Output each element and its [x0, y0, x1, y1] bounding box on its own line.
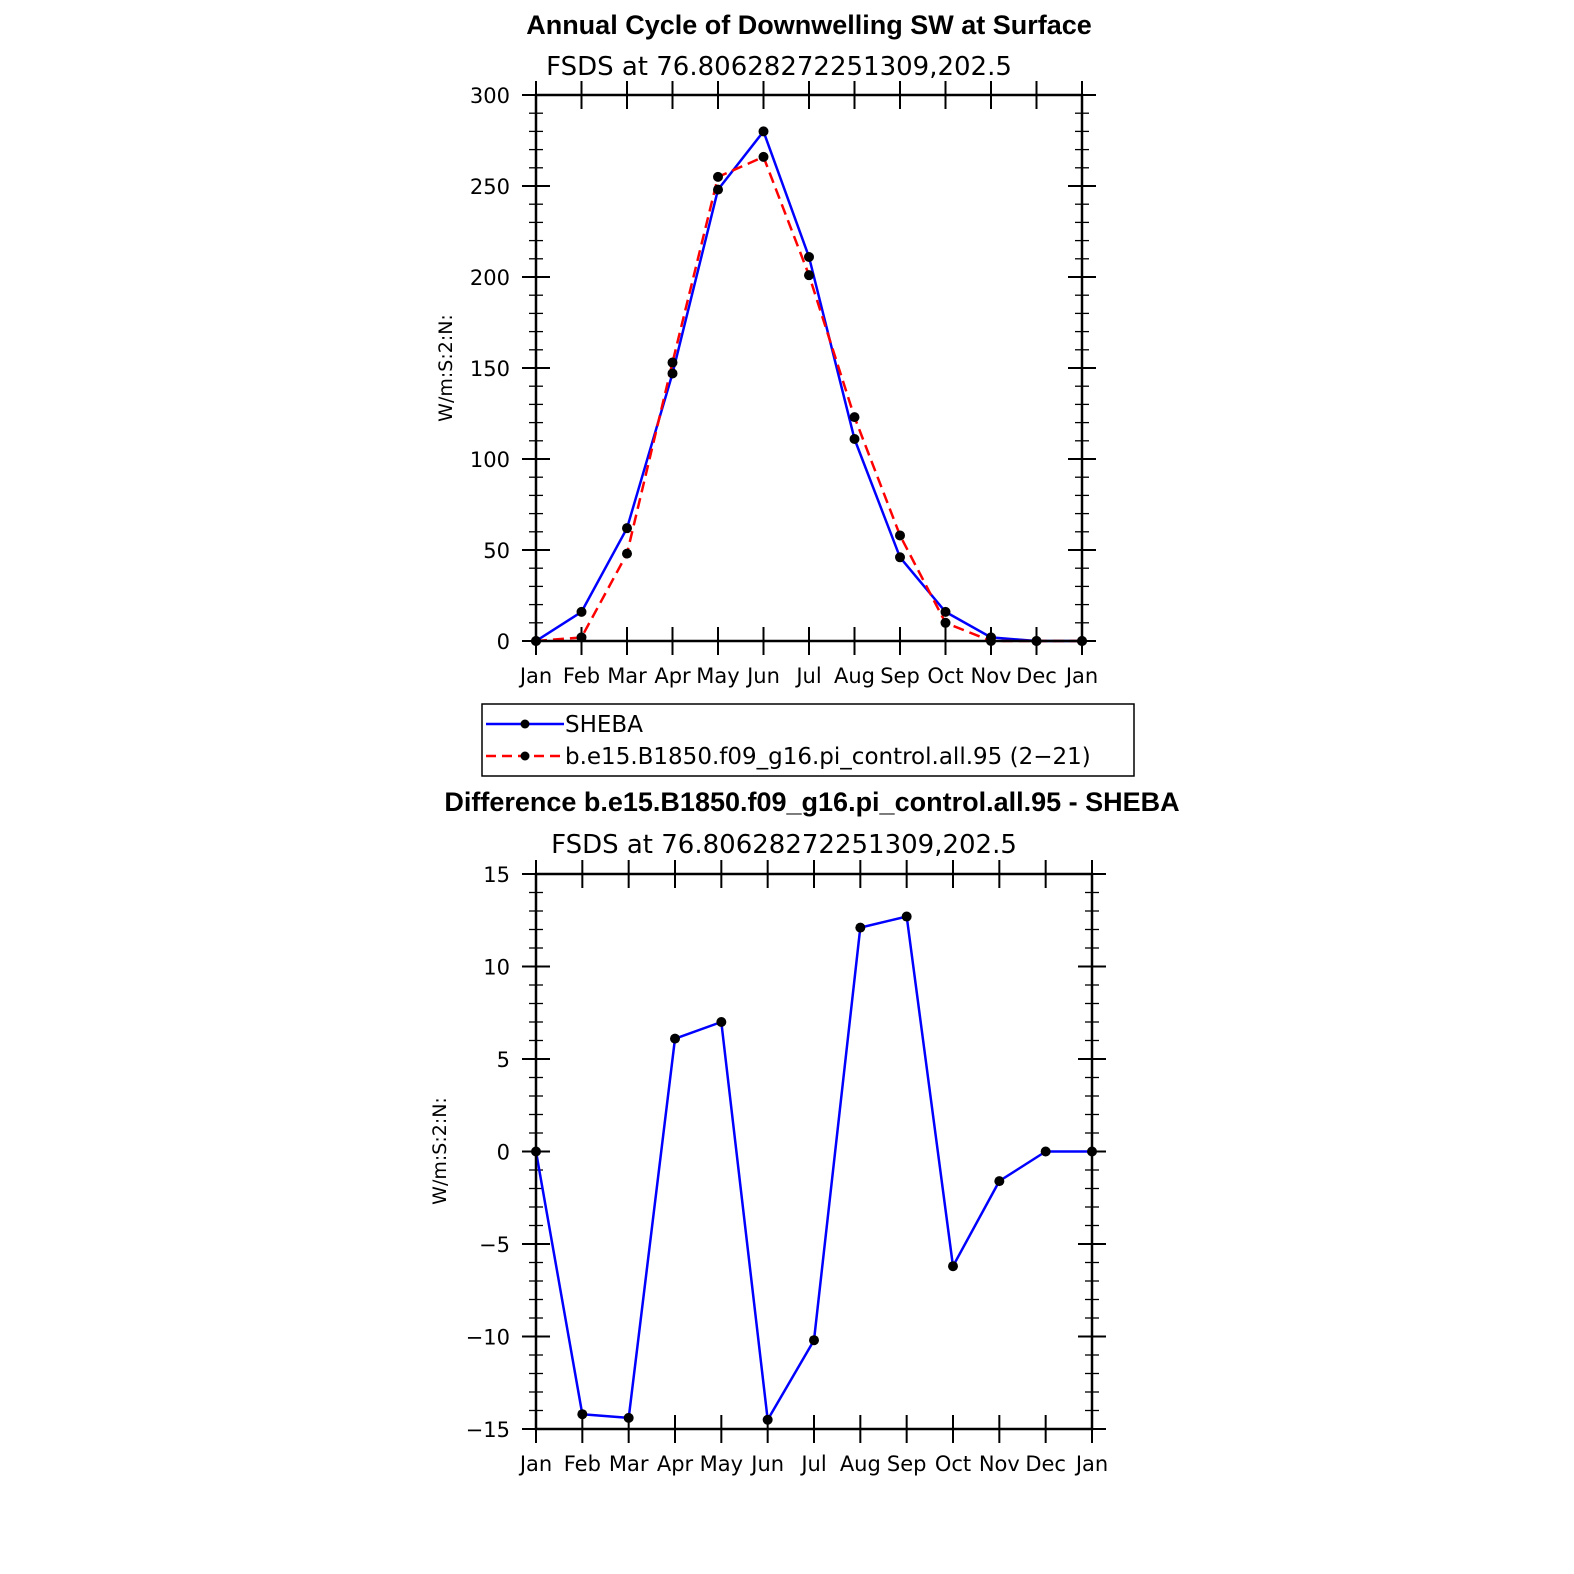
data-point [622, 548, 632, 559]
x-tick-label: Oct [935, 1452, 971, 1476]
data-point [667, 368, 678, 379]
difference-chart: Difference b.e15.B1850.f09_g16.pi_contro… [429, 787, 1180, 1476]
x-tick-label: Jul [799, 1452, 826, 1476]
data-point [623, 1412, 634, 1423]
x-tick-label: Dec [1025, 1452, 1066, 1476]
y-tick-label: −10 [466, 1326, 510, 1350]
data-point [809, 1335, 819, 1346]
data-point [576, 606, 587, 617]
chart-subtitle: FSDS at 76.80628272251309,202.5 [546, 52, 1012, 82]
x-tick-label: Nov [971, 664, 1012, 688]
data-point [855, 922, 866, 933]
data-point [895, 530, 905, 541]
data-point [622, 523, 632, 534]
y-axis-label: W/m:S:2:N: [435, 314, 457, 422]
data-point [804, 270, 814, 281]
x-tick-label: Apr [657, 1452, 694, 1476]
y-tick-label: 250 [470, 175, 510, 199]
chart-title: Difference b.e15.B1850.f09_g16.pi_contro… [444, 787, 1179, 817]
data-point [670, 1033, 680, 1044]
data-point [940, 606, 951, 617]
legend-box [481, 703, 1135, 777]
x-tick-label: Sep [887, 1452, 927, 1476]
y-tick-label: 15 [483, 863, 510, 887]
series-group [531, 126, 1087, 646]
x-tick-label: Nov [979, 1452, 1020, 1476]
legend: SHEBA b.e15.B1850.f09_g16.pi_control.all… [481, 703, 1135, 777]
data-point [849, 433, 860, 444]
series-group [531, 911, 1097, 1425]
axis-ticks: −15 −10 −5 0 5 10 15 Jan Feb Mar Apr May Jun Jul Aug Se… [466, 860, 1108, 1476]
series-line-0 [535, 130, 1082, 643]
y-axis-label: W/m:S:2:N: [429, 1097, 451, 1205]
x-tick-label: Jan [1064, 664, 1098, 688]
axis-ticks: 0 50 100 150 200 250 300 Jan Feb Mar Apr May Jun Jul A… [470, 81, 1098, 688]
legend-marker-model [520, 751, 530, 761]
chart-subtitle: FSDS at 76.80628272251309,202.5 [551, 830, 1017, 860]
x-tick-label: Dec [1016, 664, 1057, 688]
x-tick-label: Mar [609, 1452, 649, 1476]
y-tick-label: 300 [470, 84, 510, 108]
x-tick-label: Jan [1074, 1452, 1108, 1476]
series-line-1 [535, 155, 1082, 643]
y-tick-label: 50 [483, 539, 510, 563]
data-point [994, 1176, 1005, 1187]
y-tick-label: −5 [479, 1233, 510, 1257]
x-tick-label: Feb [563, 664, 600, 688]
plot-frame [534, 872, 1094, 1431]
x-tick-label: Oct [927, 664, 963, 688]
y-tick-label: 0 [497, 1141, 510, 1165]
data-point [713, 171, 723, 182]
data-point [849, 412, 860, 423]
x-tick-label: Mar [607, 664, 647, 688]
x-tick-label: Feb [564, 1452, 601, 1476]
y-tick-label: 200 [470, 266, 510, 290]
x-tick-label: Jan [518, 664, 552, 688]
x-tick-label: May [700, 1452, 743, 1476]
data-point [716, 1017, 727, 1027]
x-tick-label: Apr [654, 664, 691, 688]
data-point [895, 552, 905, 563]
y-tick-label: 100 [470, 448, 510, 472]
x-tick-label: Sep [880, 664, 920, 688]
data-point [948, 1261, 958, 1272]
x-tick-label: Jun [749, 1452, 784, 1476]
annual-cycle-chart: Annual Cycle of Downwelling SW at Surfac… [435, 10, 1098, 688]
legend-label-sheba: SHEBA [565, 712, 643, 738]
data-point [758, 151, 769, 162]
data-point [1040, 1146, 1051, 1157]
data-point [901, 911, 912, 922]
data-point [762, 1414, 773, 1425]
data-point [713, 184, 723, 195]
data-point [577, 1409, 588, 1420]
y-tick-label: 10 [483, 956, 510, 980]
x-tick-label: Jan [518, 1452, 552, 1476]
plot-frame [534, 93, 1084, 643]
x-tick-label: May [696, 664, 739, 688]
y-tick-label: 0 [497, 630, 510, 654]
y-tick-label: −15 [466, 1418, 510, 1442]
y-tick-label: 150 [470, 357, 510, 381]
y-tick-label: 5 [497, 1048, 510, 1072]
chart-title: Annual Cycle of Downwelling SW at Surfac… [526, 10, 1092, 40]
data-point [940, 617, 951, 628]
x-tick-label: Jun [745, 664, 780, 688]
data-point [667, 357, 678, 368]
x-tick-label: Jul [794, 664, 821, 688]
legend-marker-sheba [520, 719, 530, 729]
data-point [804, 251, 814, 262]
x-tick-label: Aug [840, 1452, 881, 1476]
legend-label-model: b.e15.B1850.f09_g16.pi_control.all.95 (2… [565, 744, 1091, 770]
x-tick-label: Aug [834, 664, 875, 688]
data-point [758, 126, 769, 137]
